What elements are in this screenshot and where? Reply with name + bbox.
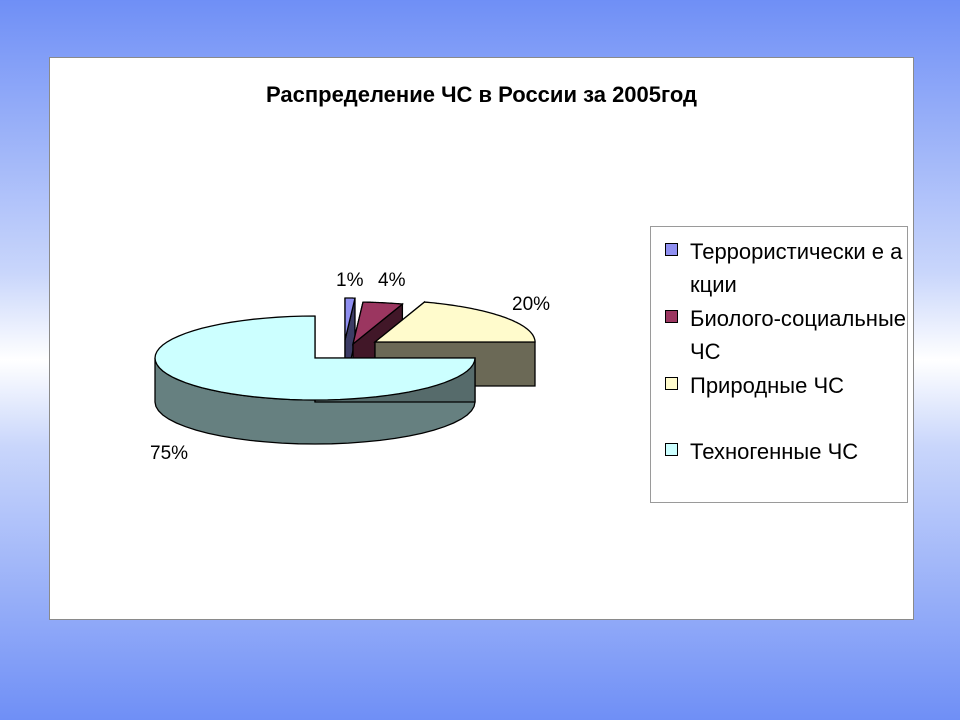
pie-slice-2 <box>373 301 536 343</box>
legend-swatch <box>665 377 678 390</box>
chart-legend: Террористически е акции Биолого-социальны… <box>650 226 908 503</box>
legend-swatch <box>665 443 678 456</box>
data-label-0: 1% <box>336 270 364 291</box>
data-label-3: 75% <box>150 443 188 464</box>
legend-item: Техногенные ЧС <box>665 435 910 468</box>
pie-tops <box>154 297 536 401</box>
data-label-1: 4% <box>378 270 406 291</box>
legend-swatch <box>665 243 678 256</box>
legend-label: Техногенные ЧС <box>690 439 859 464</box>
chart-title: Распределение ЧС в России за 2005год <box>265 82 698 107</box>
legend-label: Террористически е акции <box>690 239 903 297</box>
legend-item: Биолого-социальные ЧС <box>665 302 910 368</box>
pie-slice-3 <box>154 315 476 401</box>
chart-area: Распределение ЧС в России за 2005год 1% 4… <box>49 57 914 620</box>
legend-label: Природные ЧС <box>690 373 845 398</box>
legend-item: Природные ЧС <box>665 369 910 402</box>
legend-item: Террористически е акции <box>665 235 910 301</box>
pie-slice-1 <box>351 301 404 346</box>
legend-label: Биолого-социальные ЧС <box>690 306 907 364</box>
data-label-2: 20% <box>512 294 550 315</box>
pie-chart: 1% 4% 20% 75% <box>150 270 550 464</box>
legend-swatch <box>665 310 678 323</box>
pie-slice-0 <box>344 297 356 341</box>
